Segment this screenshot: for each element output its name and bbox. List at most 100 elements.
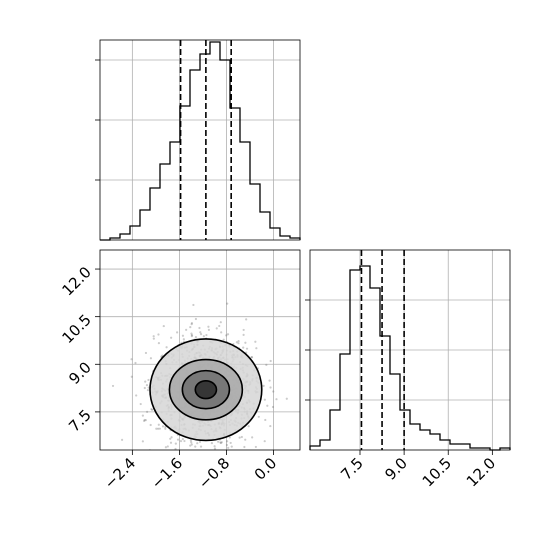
scatter-point [155, 427, 158, 430]
scatter-point [205, 333, 208, 337]
marginal-x-histogram [100, 41, 301, 241]
scatter-point [245, 318, 248, 321]
joint-ytick-label-3: 12.0 [58, 263, 94, 299]
scatter-point [218, 324, 221, 328]
scatter-point [226, 302, 229, 305]
scatter-point [219, 441, 222, 444]
scatter-point [157, 423, 160, 426]
scatter-point [250, 356, 254, 359]
scatter-point [149, 423, 152, 427]
scatter-point [237, 342, 240, 345]
marginal-y-frame [309, 249, 511, 451]
scatter-point [275, 398, 278, 401]
scatter-point [111, 384, 115, 388]
scatter-point [141, 414, 144, 417]
scatter-point [269, 424, 272, 428]
scatter-point [190, 323, 193, 326]
marginal-y-panel: 7.5 9.0 10.5 12.0 [305, 249, 511, 490]
scatter-point [145, 384, 149, 387]
scatter-point [169, 441, 173, 444]
scatter-point [134, 361, 137, 365]
scatter-point [156, 427, 160, 430]
scatter-point [176, 331, 179, 334]
scatter-point [196, 442, 199, 445]
contour-line-1 [168, 358, 244, 421]
scatter-point [151, 408, 154, 411]
scatter-point [190, 335, 193, 338]
scatter-point [244, 438, 247, 441]
scatter-point [191, 484, 193, 486]
joint-ytick-label-1: 9.0 [65, 358, 95, 388]
scatter-point [219, 441, 222, 445]
scatter-point [245, 347, 249, 350]
scatter-point [207, 328, 210, 332]
contour-line-2 [181, 369, 231, 410]
scatter-point [139, 402, 142, 406]
scatter-point [217, 440, 220, 443]
scatter-point [202, 335, 205, 338]
scatter-point [225, 443, 229, 447]
scatter-point [225, 440, 229, 443]
scatter-point [189, 444, 192, 447]
scatter-point [150, 407, 153, 411]
scatter-point [262, 384, 265, 387]
scatter-point [230, 445, 233, 448]
scatter-point [210, 456, 212, 458]
marginal-y-xtick-label-1: 9.0 [381, 454, 411, 484]
scatter-point [185, 328, 188, 331]
scatter-point [254, 445, 257, 449]
scatter-point [263, 440, 266, 443]
scatter-point [228, 436, 231, 439]
scatter-point [265, 363, 268, 367]
scatter-point [190, 443, 193, 446]
scatter-point [210, 442, 214, 445]
contour-line-0 [149, 338, 263, 442]
scatter-point [194, 445, 197, 448]
scatter-point [158, 427, 161, 430]
scatter-point [220, 441, 223, 444]
scatter-point [269, 359, 272, 363]
joint-ytick-label-2: 10.5 [58, 311, 94, 347]
scatter-point [190, 332, 193, 335]
scatter-point [266, 404, 269, 407]
scatter-point [225, 334, 228, 337]
scatter-point [147, 386, 150, 389]
scatter-point [268, 379, 271, 382]
scatter-point [242, 346, 245, 349]
marginal-y-histogram [309, 265, 511, 451]
scatter-point [185, 455, 187, 457]
scatter-point [198, 326, 201, 330]
marginal-y-xtick-label-3: 12.0 [463, 454, 499, 490]
scatter-point [226, 333, 230, 336]
scatter-point [169, 437, 172, 440]
scatter-point [179, 439, 183, 443]
scatter-point [146, 388, 150, 392]
marginal-x-panel [95, 39, 301, 241]
scatter-point [146, 410, 149, 413]
scatter-point [164, 425, 167, 429]
scatter-point [269, 386, 272, 389]
scatter-point [143, 419, 146, 423]
scatter-point [257, 415, 260, 418]
scatter-point [251, 436, 254, 439]
scatter-point [215, 327, 218, 330]
scatter-point [285, 397, 288, 400]
scatter-point [197, 451, 199, 453]
scatter-point [205, 458, 207, 460]
scatter-point [198, 440, 202, 443]
scatter-point [143, 386, 146, 390]
scatter-point [194, 317, 198, 321]
scatter-point [263, 398, 266, 401]
scatter-point [190, 322, 194, 325]
scatter-point [247, 425, 250, 428]
scatter-point [210, 458, 212, 460]
scatter-point [204, 462, 206, 464]
scatter-point [255, 347, 258, 350]
scatter-point [237, 339, 240, 343]
scatter-point [238, 436, 241, 439]
scatter-point [143, 418, 146, 422]
scatter-point [213, 447, 217, 450]
scatter-point [199, 445, 203, 448]
marginal-y-xtick-label-2: 10.5 [419, 454, 455, 490]
